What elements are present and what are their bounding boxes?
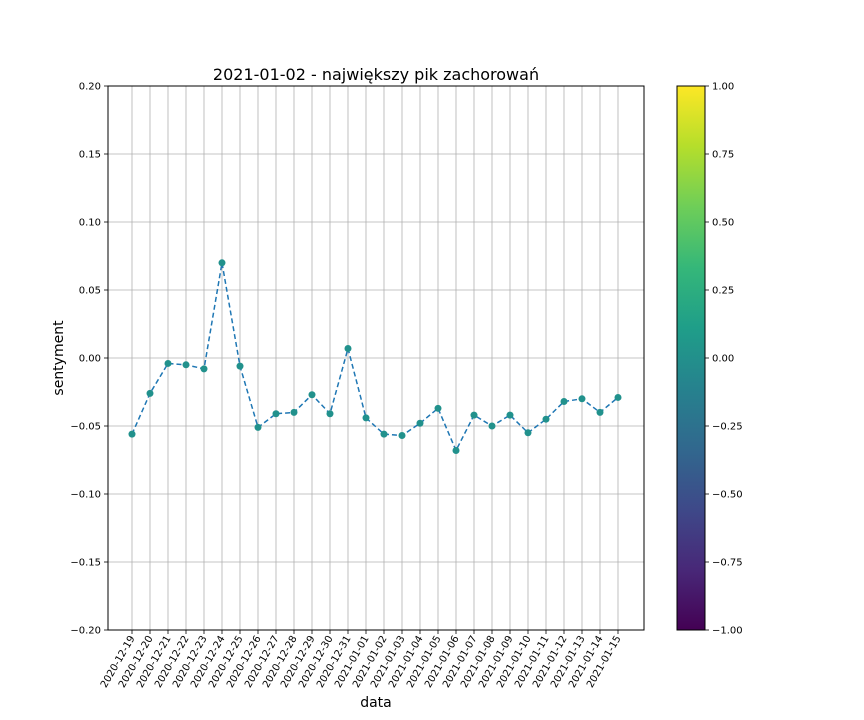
data-point — [128, 430, 136, 438]
colorbar-tick-label: 0.00 — [712, 354, 734, 365]
colorbar-tick-label: 0.75 — [712, 150, 734, 161]
data-point — [380, 430, 388, 438]
data-point — [560, 398, 568, 406]
data-point — [398, 432, 406, 440]
data-point — [488, 422, 496, 430]
data-point — [542, 415, 550, 423]
data-point — [506, 411, 514, 419]
y-tick-label: 0.10 — [79, 218, 101, 229]
data-point — [146, 389, 154, 397]
y-tick-label: 0.00 — [79, 354, 101, 365]
y-tick-label: 0.15 — [79, 150, 101, 161]
data-point — [524, 429, 532, 437]
data-point — [452, 446, 460, 454]
data-point — [344, 344, 352, 352]
series-line — [131, 262, 619, 453]
colorbar: 1.00 0.75 0.50 0.25 0.00 −0.25 −0.50 −0.75 −1.00 — [676, 82, 743, 637]
data-point — [596, 408, 604, 416]
data-point — [182, 361, 190, 369]
data-point — [200, 365, 208, 373]
colorbar-tick-label: −0.50 — [712, 490, 743, 501]
colorbar-tick-label: −0.25 — [712, 422, 743, 433]
data-series — [128, 259, 622, 454]
y-axis: 0.20 0.15 0.10 0.05 0.00 −0.05 −0.10 −0.15 −0.20 — [70, 82, 108, 637]
data-point — [308, 391, 316, 399]
colorbar-tick-label: 0.50 — [712, 218, 734, 229]
x-axis: 2020-12-192020-12-202020-12-212020-12-22… — [99, 630, 624, 690]
colorbar-tick-label: 1.00 — [712, 82, 734, 93]
data-point — [362, 414, 370, 422]
data-point — [236, 362, 244, 370]
x-axis-label: data — [360, 695, 392, 711]
colorbar-tick-label: −1.00 — [712, 626, 743, 637]
data-point — [272, 410, 280, 418]
data-point — [578, 395, 586, 403]
y-tick-label: −0.20 — [70, 626, 101, 637]
data-point — [218, 259, 226, 267]
chart-title: 2021-01-02 - największy pik zachorowań — [213, 65, 539, 84]
y-tick-label: −0.05 — [70, 422, 101, 433]
y-tick-label: −0.15 — [70, 558, 101, 569]
data-point — [164, 359, 172, 367]
y-tick-label: 0.20 — [79, 82, 101, 93]
y-axis-label: sentyment — [51, 320, 67, 396]
colorbar-tick-label: 0.25 — [712, 286, 734, 297]
data-point — [290, 408, 298, 416]
y-tick-label: 0.05 — [79, 286, 101, 297]
data-point — [614, 393, 622, 401]
colorbar-gradient — [676, 85, 706, 631]
y-tick-label: −0.10 — [70, 490, 101, 501]
grid — [108, 85, 644, 631]
data-point — [326, 410, 334, 418]
data-point — [434, 404, 442, 412]
data-point — [416, 419, 424, 427]
data-point — [470, 411, 478, 419]
colorbar-tick-label: −0.75 — [712, 558, 743, 569]
data-point — [254, 423, 262, 431]
